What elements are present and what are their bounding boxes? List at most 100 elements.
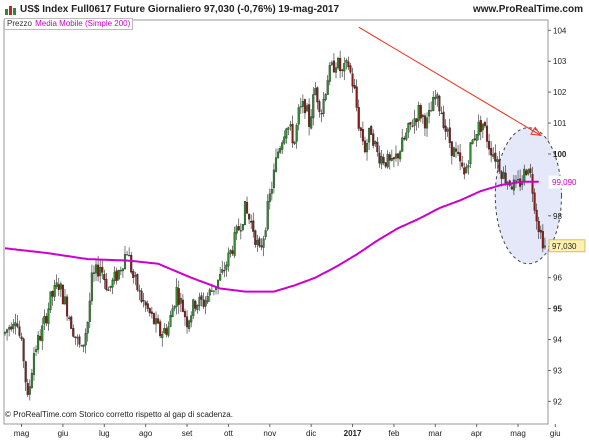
candle [105, 273, 108, 292]
candle [386, 150, 389, 169]
candle [372, 129, 375, 149]
candle [471, 138, 474, 145]
candle [74, 336, 77, 345]
candle [241, 224, 244, 232]
candle [454, 141, 458, 158]
candle-body [428, 110, 431, 117]
candle-body [277, 151, 280, 158]
candle-body [26, 383, 29, 395]
candle [66, 294, 69, 321]
candle-body [349, 65, 352, 73]
candle [134, 271, 137, 286]
candle [450, 141, 453, 165]
candle [190, 311, 193, 328]
candle-body [20, 336, 23, 340]
candle [442, 105, 445, 130]
candle [419, 103, 422, 123]
candle [413, 109, 416, 134]
candle-body [254, 230, 257, 245]
candle-body [347, 61, 350, 68]
candle-body [436, 94, 439, 99]
y-tick-label: 100 [553, 150, 567, 159]
candle [380, 150, 383, 170]
candle-body [144, 301, 147, 306]
candle-body [541, 231, 544, 249]
candle-body [94, 264, 98, 274]
candle [59, 281, 62, 297]
highlight-ellipse-layer [494, 127, 562, 265]
candle [28, 379, 31, 401]
candle-body [353, 85, 356, 89]
candle [529, 163, 532, 178]
candle [353, 78, 356, 90]
candle [202, 292, 205, 309]
candle-body [237, 226, 240, 231]
candle-body [446, 129, 449, 132]
candle [363, 136, 367, 154]
candle-body [86, 322, 89, 334]
candle-body [126, 254, 129, 256]
candle-body [6, 329, 9, 333]
candle [343, 57, 346, 81]
candle-body [469, 142, 472, 165]
candle [407, 122, 410, 139]
y-tick-label: 95 [553, 305, 562, 314]
candle-body [252, 220, 255, 232]
candle-body [132, 271, 135, 278]
candle-body [146, 303, 149, 309]
y-tick-label: 94 [553, 336, 562, 345]
candle-body [61, 284, 64, 305]
candle [243, 201, 247, 226]
candle [378, 145, 381, 168]
candle-body [3, 332, 7, 334]
candle-body [51, 291, 54, 297]
site-link[interactable]: www.ProRealTime.com [472, 4, 583, 15]
highlight-ellipse [494, 127, 562, 265]
candle [463, 162, 466, 180]
candle [148, 307, 151, 317]
moving-average-layer [4, 180, 539, 293]
candle [219, 267, 222, 281]
candle-body [123, 254, 127, 270]
candle [516, 170, 520, 183]
candle [223, 261, 226, 278]
candle-body [45, 316, 48, 324]
candle-body [459, 152, 462, 162]
candle-body [485, 125, 489, 142]
candle-body [477, 121, 480, 136]
candle [469, 142, 472, 169]
candle-body [188, 320, 191, 329]
candle-body [142, 300, 145, 302]
candle-body [167, 326, 170, 336]
candle-body [202, 299, 205, 307]
candle-body [475, 134, 478, 141]
candle [318, 99, 321, 118]
candle [173, 305, 176, 312]
y-tick-label: 103 [553, 57, 567, 66]
candle-body [368, 127, 371, 143]
candle [274, 148, 278, 173]
candle [272, 163, 275, 194]
candle [446, 127, 449, 137]
candle [167, 321, 170, 338]
candle-body [268, 193, 271, 203]
candle-body [82, 344, 85, 347]
candle-body [417, 105, 420, 121]
x-tick-label: mag [14, 429, 30, 438]
instrument-title: US$ Index Full0617 Future Giornaliero 97… [20, 4, 340, 15]
candle [504, 165, 507, 186]
candle [370, 125, 373, 135]
candle-body [299, 106, 302, 108]
candle [301, 94, 304, 114]
candle [72, 324, 75, 338]
candle [339, 50, 342, 78]
candle-body [388, 154, 391, 161]
candle [248, 213, 251, 224]
candle-body [295, 124, 298, 142]
candle [452, 146, 455, 157]
candle [132, 269, 135, 284]
candle-body [229, 249, 232, 254]
candle-body [450, 141, 453, 156]
candle-body [380, 156, 383, 165]
candle-body [488, 140, 491, 150]
